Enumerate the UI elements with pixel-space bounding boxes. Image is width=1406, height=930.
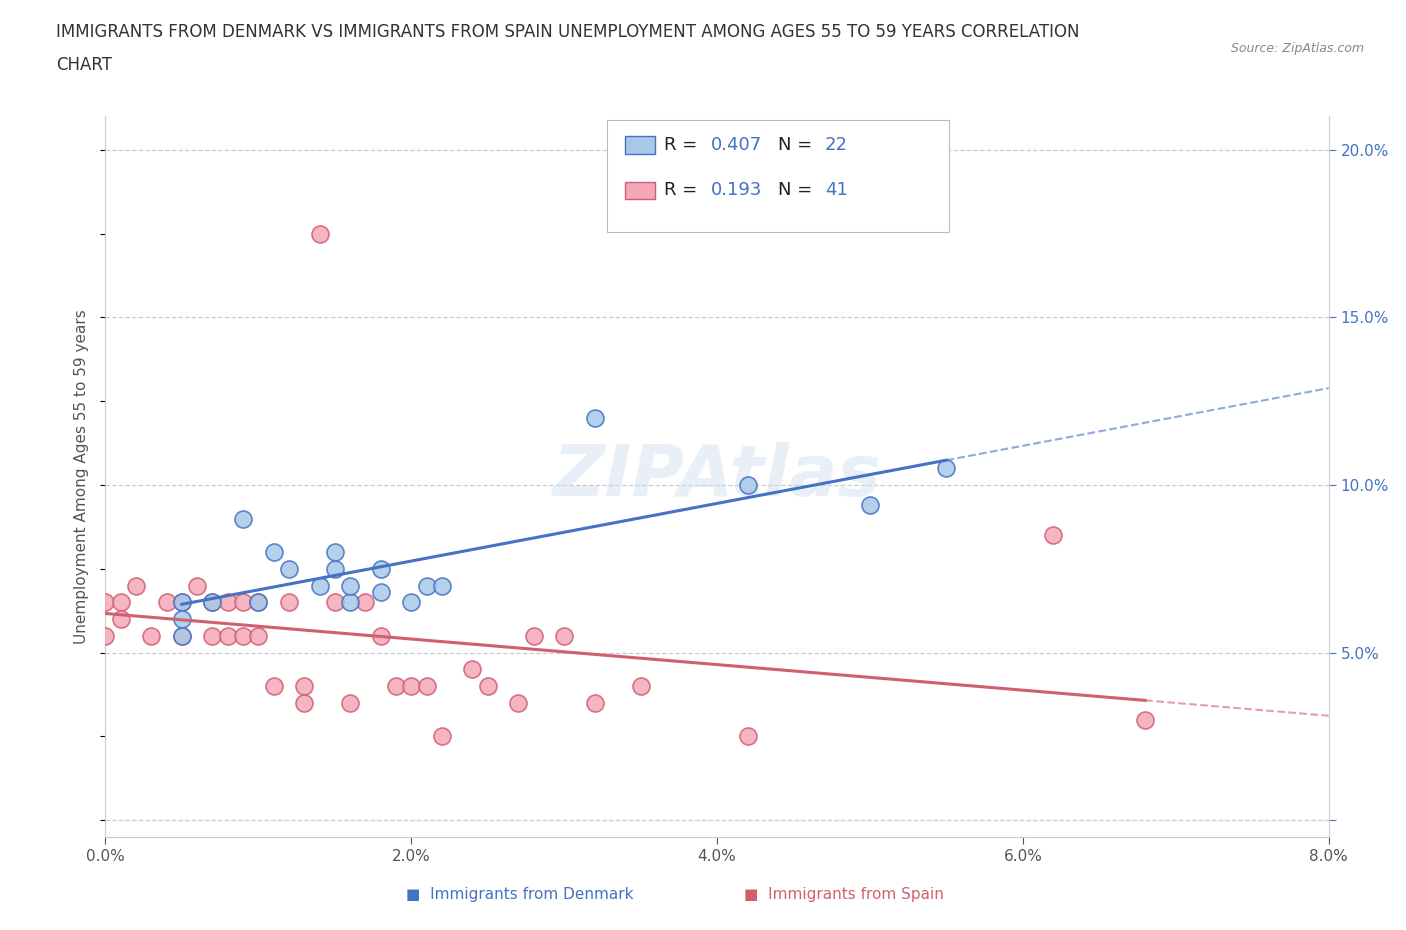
- Point: [354, 595, 377, 610]
- Point: [232, 512, 254, 526]
- Point: [263, 679, 285, 694]
- Point: [110, 612, 132, 627]
- Text: R =: R =: [665, 181, 709, 200]
- Point: [370, 585, 392, 600]
- Text: N =: N =: [779, 136, 818, 154]
- Point: [278, 595, 301, 610]
- Point: [308, 226, 330, 241]
- Point: [339, 696, 361, 711]
- Point: [737, 729, 759, 744]
- Point: [401, 595, 423, 610]
- Text: 0.193: 0.193: [711, 181, 762, 200]
- Point: [415, 679, 437, 694]
- Point: [170, 629, 193, 644]
- Text: IMMIGRANTS FROM DENMARK VS IMMIGRANTS FROM SPAIN UNEMPLOYMENT AMONG AGES 55 TO 5: IMMIGRANTS FROM DENMARK VS IMMIGRANTS FR…: [56, 23, 1080, 41]
- Point: [247, 595, 270, 610]
- Point: [370, 629, 392, 644]
- Point: [415, 578, 437, 593]
- Point: [125, 578, 148, 593]
- Point: [583, 696, 606, 711]
- Point: [170, 612, 193, 627]
- Point: [1042, 528, 1064, 543]
- FancyBboxPatch shape: [626, 182, 655, 199]
- Point: [110, 595, 132, 610]
- Point: [201, 629, 224, 644]
- Point: [170, 595, 193, 610]
- Point: [247, 595, 270, 610]
- Text: R =: R =: [665, 136, 703, 154]
- Point: [263, 545, 285, 560]
- Point: [323, 545, 346, 560]
- Point: [308, 578, 330, 593]
- Point: [156, 595, 179, 610]
- Point: [232, 629, 254, 644]
- Point: [935, 460, 957, 475]
- Text: Source: ZipAtlas.com: Source: ZipAtlas.com: [1230, 42, 1364, 55]
- Point: [508, 696, 530, 711]
- Point: [292, 696, 315, 711]
- Point: [583, 410, 606, 425]
- Point: [385, 679, 408, 694]
- Point: [94, 595, 117, 610]
- Point: [401, 679, 423, 694]
- Point: [477, 679, 499, 694]
- Point: [737, 478, 759, 493]
- Point: [217, 629, 239, 644]
- Point: [1133, 712, 1156, 727]
- Y-axis label: Unemployment Among Ages 55 to 59 years: Unemployment Among Ages 55 to 59 years: [75, 310, 90, 644]
- Point: [217, 595, 239, 610]
- Text: 22: 22: [825, 136, 848, 154]
- Point: [461, 662, 484, 677]
- Text: 41: 41: [825, 181, 848, 200]
- Point: [339, 578, 361, 593]
- Point: [232, 595, 254, 610]
- Point: [186, 578, 208, 593]
- Point: [94, 629, 117, 644]
- Point: [430, 729, 453, 744]
- Point: [278, 562, 301, 577]
- Text: ■  Immigrants from Spain: ■ Immigrants from Spain: [744, 887, 943, 902]
- Point: [201, 595, 224, 610]
- Text: N =: N =: [779, 181, 818, 200]
- FancyBboxPatch shape: [626, 137, 655, 153]
- Text: 0.407: 0.407: [711, 136, 762, 154]
- Point: [292, 679, 315, 694]
- Point: [323, 595, 346, 610]
- Point: [630, 679, 652, 694]
- Point: [339, 595, 361, 610]
- FancyBboxPatch shape: [607, 120, 949, 232]
- Point: [323, 562, 346, 577]
- Point: [523, 629, 546, 644]
- Point: [370, 562, 392, 577]
- Point: [170, 629, 193, 644]
- Point: [247, 629, 270, 644]
- Text: ■  Immigrants from Denmark: ■ Immigrants from Denmark: [406, 887, 634, 902]
- Point: [141, 629, 163, 644]
- Point: [430, 578, 453, 593]
- Point: [201, 595, 224, 610]
- Point: [859, 498, 882, 512]
- Text: ZIPAtlas: ZIPAtlas: [553, 442, 882, 512]
- Text: CHART: CHART: [56, 56, 112, 73]
- Point: [170, 595, 193, 610]
- Point: [553, 629, 575, 644]
